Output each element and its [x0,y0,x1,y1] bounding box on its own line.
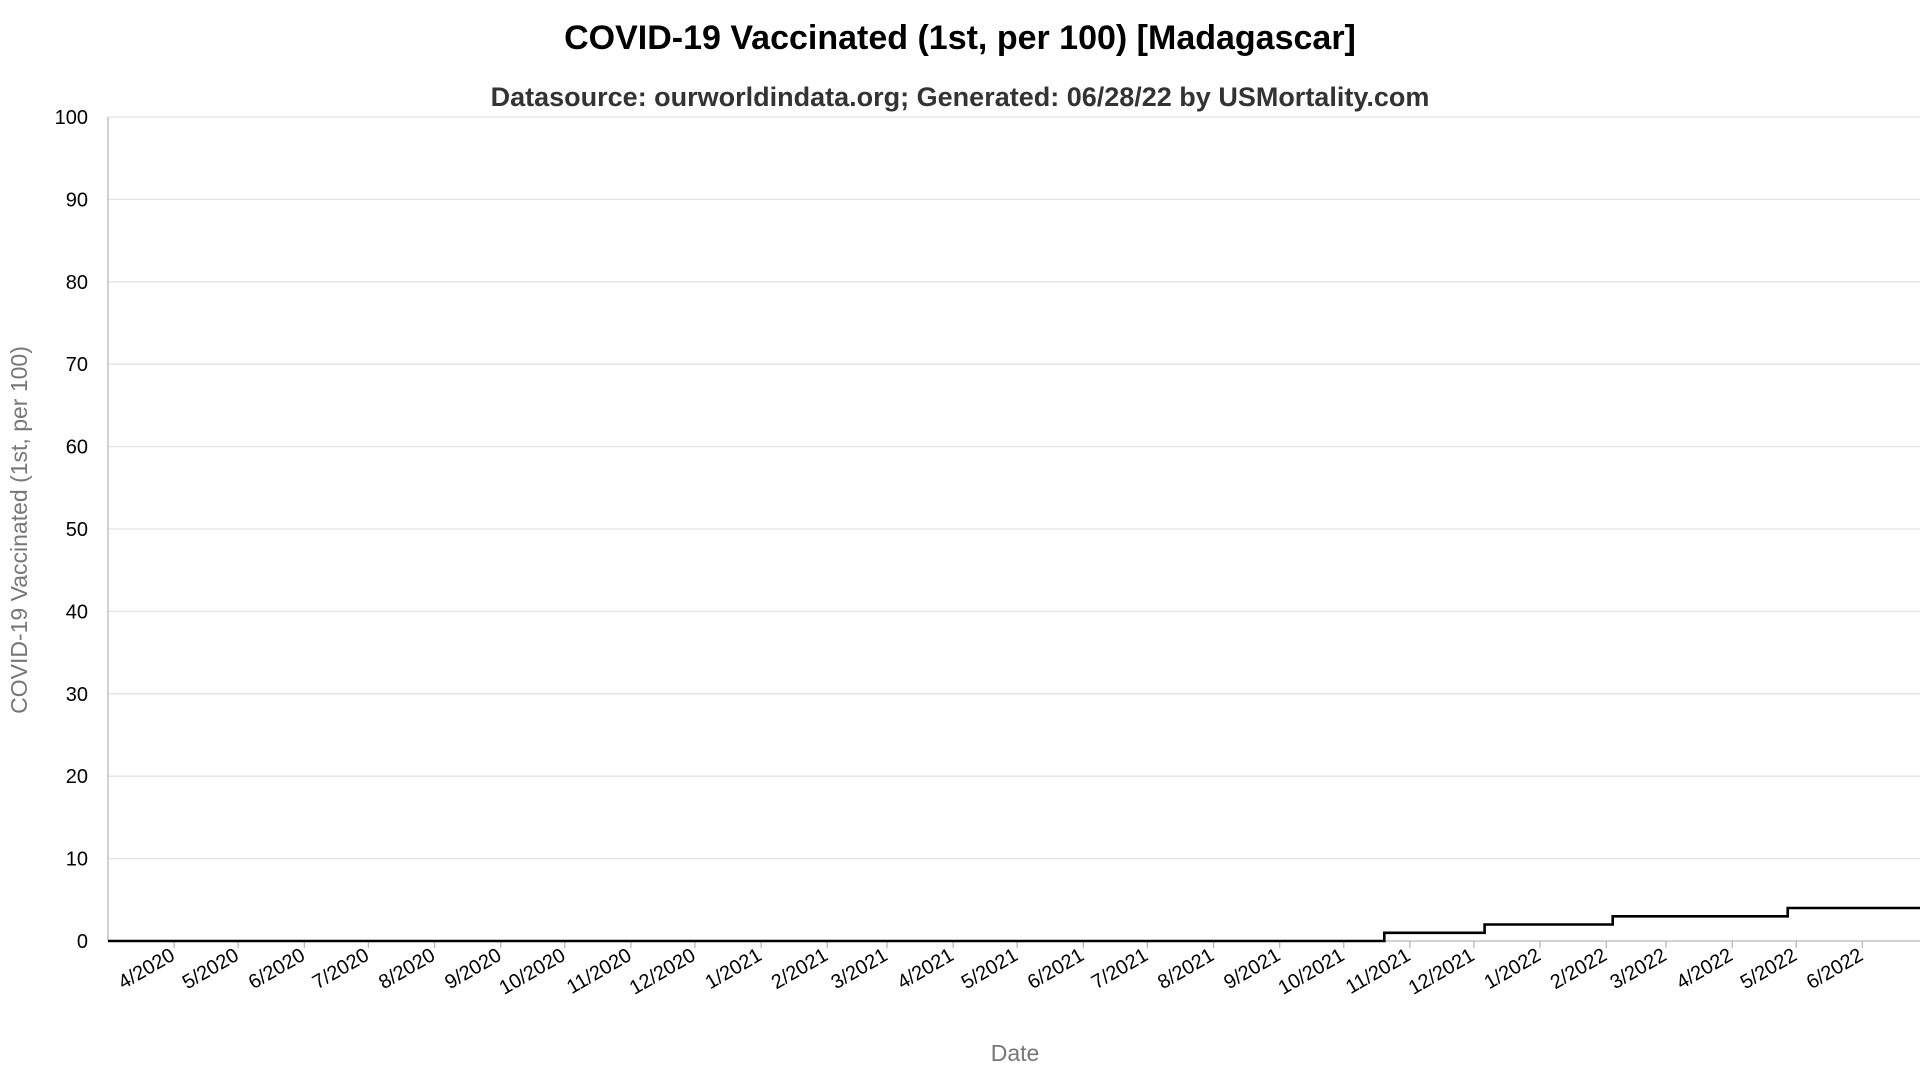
y-tick-label-100: 100 [55,107,88,129]
y-tick-label-30: 30 [66,684,88,706]
y-tick-label-70: 70 [66,354,88,376]
x-tick-label: 8/2021 [1154,944,1218,994]
y-tick-label-50: 50 [66,519,88,541]
x-tick-label: 1/2022 [1481,944,1545,994]
x-tick-label: 8/2020 [375,944,439,994]
y-tick-label-90: 90 [66,189,88,211]
y-tick-label-0: 0 [77,931,88,953]
x-tick-label: 9/2020 [441,944,505,994]
x-tick-label: 10/2021 [1275,944,1349,999]
x-tick-label: 5/2021 [958,944,1022,994]
y-axis-label: COVID-19 Vaccinated (1st, per 100) [6,346,32,714]
chart-title: COVID-19 Vaccinated (1st, per 100) [Mada… [564,19,1356,57]
x-tick-label: 3/2021 [828,944,892,994]
chart-subtitle: Datasource: ourworldindata.org; Generate… [491,82,1430,112]
series-group [108,906,1920,943]
x-tick-label: 2/2022 [1547,944,1611,994]
y-tick-label-80: 80 [66,272,88,294]
x-tick-label: 1/2021 [702,944,766,994]
x-tick-label: 3/2022 [1607,944,1671,994]
x-tick-label: 4/2021 [894,944,958,994]
y-tick-label-10: 10 [66,849,88,871]
x-tick-label: 12/2021 [1405,944,1479,999]
x-tick-label: 4/2020 [115,944,179,994]
x-tick-label: 10/2020 [496,944,570,999]
x-tick-label: 11/2021 [1342,944,1414,998]
x-tick-label: 11/2020 [563,944,635,998]
y-tick-label-20: 20 [66,766,88,788]
x-tick-label: 5/2022 [1737,944,1801,994]
y-tick-label-40: 40 [66,601,88,623]
x-axis-label: Date [991,1040,1040,1066]
x-tick-label: 7/2021 [1088,944,1152,994]
series-line-0 [108,906,1920,943]
x-tick-label: 2/2021 [768,944,832,994]
x-tick-label: 6/2020 [245,944,309,994]
x-tick-label: 7/2020 [309,944,373,994]
y-tick-label-60: 60 [66,437,88,459]
x-tick-label: 9/2021 [1220,944,1284,994]
x-tick-label: 6/2021 [1024,944,1088,994]
y-axis-ticks: 0 10 20 30 40 50 60 70 80 90 100 [55,107,88,953]
x-axis-ticks: 4/2020 5/2020 6/2020 7/2020 8/2020 9/202010/2… [115,941,1867,999]
x-tick-label: 12/2020 [626,944,700,999]
x-tick-label: 4/2022 [1673,944,1737,994]
gridlines [108,116,1920,860]
x-tick-label: 5/2020 [179,944,243,994]
x-tick-label: 6/2022 [1803,944,1867,994]
